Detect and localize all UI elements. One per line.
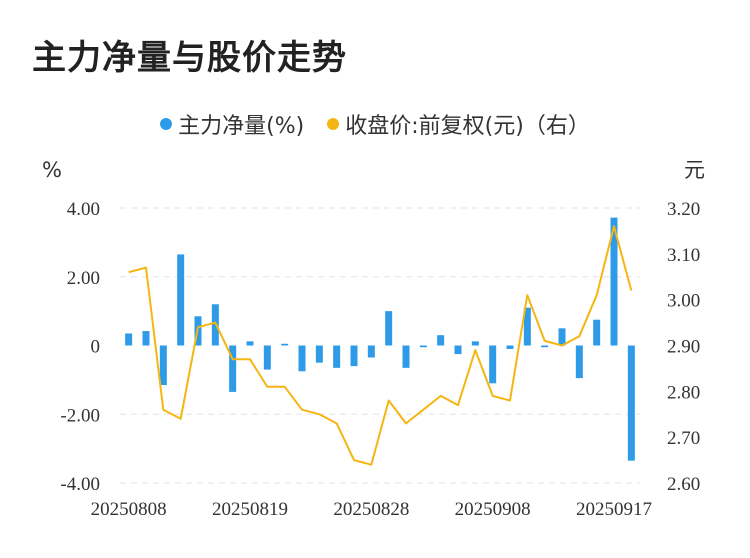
bar bbox=[593, 319, 601, 346]
y-left-tick-label: -2.00 bbox=[60, 405, 100, 426]
x-tick-label: 20250908 bbox=[455, 499, 531, 520]
x-tick-label: 20250819 bbox=[212, 499, 288, 520]
legend-label-net-volume: 主力净量(%) bbox=[178, 114, 305, 139]
bar bbox=[367, 345, 375, 358]
bar bbox=[159, 345, 167, 386]
bar bbox=[281, 343, 289, 346]
legend-dot-bar-icon bbox=[160, 118, 173, 130]
bar bbox=[419, 345, 427, 348]
bar bbox=[610, 217, 618, 346]
bar bbox=[541, 345, 549, 348]
legend-item-close-price[interactable]: 收盘价:前复权(元)（右） bbox=[327, 108, 590, 140]
bar bbox=[246, 341, 254, 346]
bar bbox=[489, 345, 497, 384]
bar bbox=[350, 345, 358, 367]
y-left-tick-label: 0 bbox=[91, 337, 101, 358]
bar bbox=[437, 335, 445, 346]
bar bbox=[402, 345, 410, 368]
bar bbox=[263, 345, 271, 370]
x-tick-label: 20250828 bbox=[333, 499, 409, 520]
legend-item-net-volume[interactable]: 主力净量(%) bbox=[160, 108, 304, 140]
legend-dot-line-icon bbox=[327, 118, 340, 130]
y-left-tick-label: 2.00 bbox=[67, 268, 100, 289]
y-right-tick-label: 2.80 bbox=[667, 382, 700, 403]
bar bbox=[575, 345, 583, 379]
bar bbox=[471, 341, 479, 346]
x-tick-label: 20250917 bbox=[576, 499, 652, 520]
price-line bbox=[128, 225, 633, 466]
chart-title: 主力净量与股价走势 bbox=[32, 38, 347, 78]
x-tick-label: 20250808 bbox=[91, 499, 167, 520]
bar bbox=[315, 345, 323, 363]
y-right-tick-label: 2.60 bbox=[667, 474, 700, 495]
y-right-unit: 元 bbox=[684, 158, 705, 182]
y-left-tick-label: -4.00 bbox=[60, 474, 100, 495]
y-right-tick-label: 2.90 bbox=[667, 337, 700, 358]
bar bbox=[506, 345, 514, 349]
bar bbox=[558, 328, 566, 346]
y-left-unit: % bbox=[42, 158, 62, 182]
bar bbox=[385, 311, 393, 346]
bar bbox=[333, 345, 341, 368]
bar bbox=[627, 345, 635, 461]
bar bbox=[523, 307, 531, 346]
bar bbox=[454, 345, 462, 355]
y-right-tick-label: 3.00 bbox=[667, 291, 700, 312]
legend-label-close-price: 收盘价:前复权(元)（右） bbox=[345, 114, 590, 139]
y-right-tick-label: 3.10 bbox=[667, 245, 700, 266]
y-left-tick-label: 4.00 bbox=[67, 199, 100, 220]
y-right-tick-label: 2.70 bbox=[667, 428, 700, 449]
bar bbox=[125, 333, 133, 346]
bar bbox=[229, 345, 237, 392]
y-right-tick-label: 3.20 bbox=[667, 199, 700, 220]
bar bbox=[177, 254, 185, 346]
bar bbox=[142, 331, 150, 346]
bar bbox=[298, 345, 306, 372]
legend: 主力净量(%) 收盘价:前复权(元)（右） bbox=[0, 108, 750, 140]
